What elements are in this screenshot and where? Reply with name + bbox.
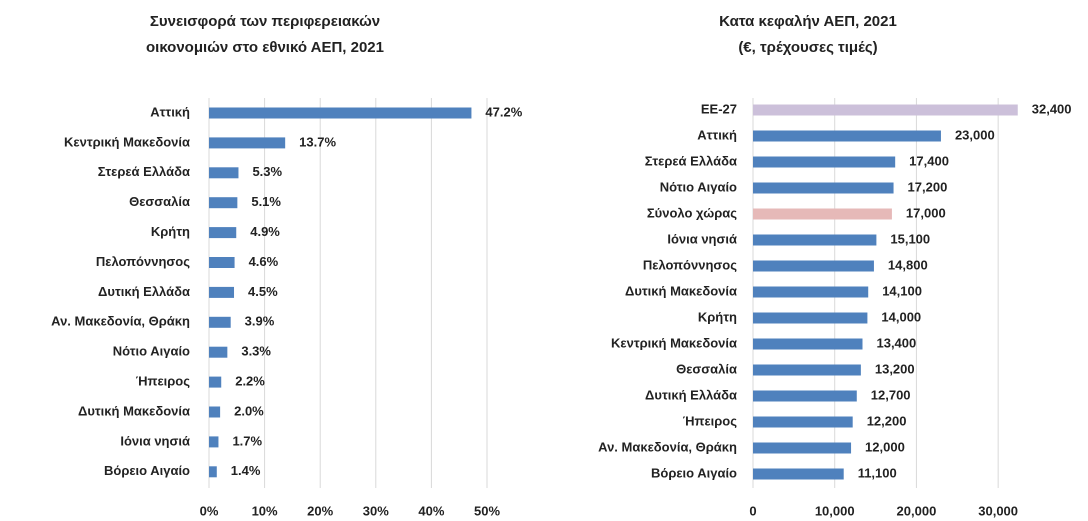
value-label: 15,100 — [890, 231, 930, 246]
bar — [753, 442, 852, 454]
category-label: Αττική — [150, 104, 190, 119]
value-label: 3.9% — [245, 314, 275, 329]
bar — [753, 104, 1018, 116]
category-label: Κεντρική Μακεδονία — [64, 134, 190, 149]
chart-title: Κατα κεφαλήν ΑΕΠ, 2021 — [719, 13, 897, 30]
bar — [753, 286, 869, 298]
bar — [753, 156, 896, 168]
category-label: Δυτική Μακεδονία — [625, 283, 737, 298]
value-label: 13,200 — [875, 361, 915, 376]
x-tick-label: 10,000 — [815, 503, 855, 518]
bar — [753, 312, 868, 324]
chart-title: (€, τρέχουσες τιμές) — [738, 39, 877, 56]
bar — [209, 316, 231, 328]
bar — [209, 137, 286, 149]
category-label: Κρήτη — [151, 224, 190, 239]
bar — [753, 416, 853, 428]
bar — [753, 182, 894, 194]
bar — [753, 364, 861, 376]
category-label: Ήπειρος — [136, 374, 190, 389]
bar — [753, 390, 857, 402]
category-label: Αν. Μακεδονία, Θράκη — [598, 439, 737, 454]
category-label: Ιόνια νησιά — [667, 231, 737, 246]
category-label: Νότιο Αιγαίο — [113, 344, 190, 359]
category-label: Θεσσαλία — [129, 194, 190, 209]
x-tick-label: 0 — [749, 503, 756, 518]
category-label: Βόρειο Αιγαίο — [104, 463, 190, 478]
value-label: 23,000 — [955, 127, 995, 142]
value-label: 17,200 — [908, 179, 948, 194]
chart-title: οικονομιών στο εθνικό ΑΕΠ, 2021 — [146, 39, 384, 56]
category-label: Στερεά Ελλάδα — [645, 153, 737, 168]
category-label: Αττική — [697, 127, 737, 142]
category-label: Αν. Μακεδονία, Θράκη — [51, 314, 190, 329]
category-label: Σύνολο χώρας — [647, 205, 737, 220]
value-label: 14,800 — [888, 257, 928, 272]
category-label: Δυτική Ελλάδα — [98, 284, 190, 299]
value-label: 5.1% — [251, 194, 281, 209]
bar — [753, 260, 874, 272]
bar — [209, 436, 219, 448]
value-label: 11,100 — [858, 465, 897, 480]
bar — [209, 466, 217, 478]
category-label: Κρήτη — [698, 309, 737, 324]
value-label: 12,000 — [865, 439, 905, 454]
bar — [209, 257, 235, 268]
x-tick-label: 30,000 — [978, 503, 1018, 518]
value-label: 5.3% — [252, 164, 282, 179]
bar — [209, 406, 221, 418]
value-label: 47.2% — [485, 104, 522, 119]
bar — [209, 167, 239, 179]
category-label: Ιόνια νησιά — [120, 433, 190, 448]
value-label: 3.3% — [241, 344, 271, 359]
value-label: 12,700 — [871, 387, 911, 402]
value-label: 2.2% — [235, 374, 265, 389]
value-label: 4.9% — [250, 224, 280, 239]
category-label: Δυτική Ελλάδα — [645, 387, 737, 402]
category-label: Θεσσαλία — [676, 361, 737, 376]
category-label: Ήπειρος — [683, 413, 737, 428]
category-label: Κεντρική Μακεδονία — [611, 335, 737, 350]
x-tick-label: 20,000 — [897, 503, 937, 518]
category-label: Πελοπόννησος — [643, 257, 737, 272]
value-label: 12,200 — [867, 413, 907, 428]
value-label: 13.7% — [299, 134, 336, 149]
category-label: Νότιο Αιγαίο — [660, 179, 737, 194]
value-label: 1.4% — [231, 463, 261, 478]
x-tick-label: 50% — [474, 503, 500, 518]
bar — [209, 107, 472, 119]
value-label: 4.5% — [248, 284, 278, 299]
value-label: 4.6% — [249, 254, 279, 269]
value-label: 14,000 — [881, 309, 921, 324]
bar — [209, 197, 238, 209]
value-label: 13,400 — [876, 335, 916, 350]
value-label: 2.0% — [234, 403, 264, 418]
bar — [209, 286, 235, 298]
value-label: 14,100 — [882, 283, 922, 298]
x-tick-label: 10% — [252, 503, 278, 518]
chart-title: Συνεισφορά των περιφερειακών — [150, 13, 380, 30]
bar — [753, 208, 892, 220]
value-label: 32,400 — [1032, 101, 1072, 116]
x-tick-label: 40% — [418, 503, 444, 518]
category-label: Στερεά Ελλάδα — [98, 164, 190, 179]
category-label: Πελοπόννησος — [96, 254, 190, 269]
x-tick-label: 0% — [200, 503, 219, 518]
bar — [209, 346, 228, 358]
bar — [753, 468, 844, 480]
category-label: Βόρειο Αιγαίο — [651, 465, 737, 480]
bar — [753, 130, 941, 142]
category-label: Δυτική Μακεδονία — [78, 403, 190, 418]
value-label: 17,000 — [906, 205, 946, 220]
value-label: 1.7% — [232, 433, 262, 448]
x-tick-label: 20% — [307, 503, 333, 518]
bar — [753, 234, 877, 246]
value-label: 17,400 — [909, 153, 949, 168]
x-tick-label: 30% — [363, 503, 389, 518]
category-label: ΕΕ-27 — [701, 101, 737, 116]
bar — [209, 227, 237, 239]
bar — [209, 376, 222, 388]
bar — [753, 338, 863, 350]
